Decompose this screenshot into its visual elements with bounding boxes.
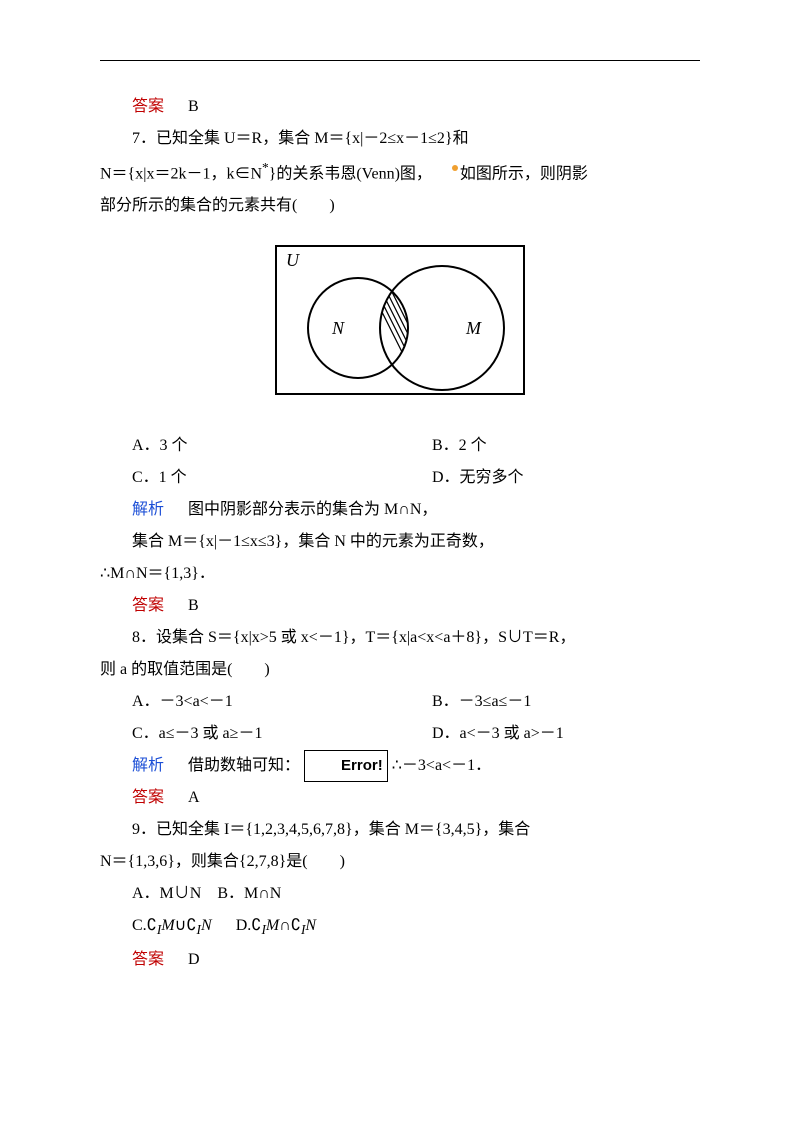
q7-exp3: ∴M∩N＝{1,3}．	[100, 565, 215, 582]
error-icon: Error!	[304, 750, 388, 782]
answer-value: B	[188, 597, 199, 614]
q7-line1: 7．已知全集 U＝R，集合 M＝{x|－2≤x－1≤2}和	[100, 123, 700, 155]
q9-text1: 9．已知全集 I＝{1,2,3,4,5,6,7,8}，集合 M＝{3,4,5}，…	[132, 821, 530, 838]
answer-value: B	[188, 98, 199, 115]
q9-optsCD: C.IM∪IN D.IM∩IN	[100, 910, 700, 944]
answer-value: A	[188, 789, 200, 806]
q8-text2: 则 a 的取值范围是( )	[100, 661, 270, 678]
q7-optC: C．1 个	[100, 462, 400, 494]
q7-text2c: 如图所示，则阴影	[460, 165, 588, 182]
q9-text2: N＝{1,3,6}，则集合{2,7,8}是( )	[100, 853, 345, 870]
q9-line2: N＝{1,3,6}，则集合{2,7,8}是( )	[100, 846, 700, 878]
q7-text1: 7．已知全集 U＝R，集合 M＝{x|－2≤x－1≤2}和	[132, 130, 469, 147]
q7-optA: A．3 个	[100, 430, 400, 462]
q7-exp-line3: ∴M∩N＝{1,3}．	[100, 558, 700, 590]
q8-exp: 解析 借助数轴可知： Error! ∴－3<a<－1．	[100, 750, 700, 782]
venn-N-label: N	[331, 318, 345, 338]
q9-optsAB: A．M∪N B．M∩N	[100, 878, 700, 910]
answer-label: 答案	[132, 951, 164, 968]
complement-icon	[291, 917, 301, 934]
q7-line3: 部分所示的集合的元素共有( )	[100, 190, 700, 222]
q7-nstar: *	[262, 160, 269, 175]
q8-line2: 则 a 的取值范围是( )	[100, 654, 700, 686]
complement-icon	[186, 917, 196, 934]
q7-exp1: 图中阴影部分表示的集合为 M∩N，	[188, 501, 437, 518]
q8-answer: 答案 A	[100, 782, 700, 814]
q8-optC: C．a≤－3 或 a≥－1	[100, 718, 400, 750]
explain-label: 解析	[132, 501, 164, 518]
complement-icon	[147, 917, 157, 934]
q8-optD: D．a<－3 或 a>－1	[400, 718, 700, 750]
top-rule	[100, 60, 700, 61]
q9-answer: 答案 D	[100, 944, 700, 976]
q9-optC-lead: C.	[132, 917, 147, 934]
q7-optB: B．2 个	[400, 430, 700, 462]
venn-M-label: M	[465, 318, 482, 338]
q7-optD: D．无穷多个	[400, 462, 700, 494]
q8-exp-a: 借助数轴可知：	[188, 757, 300, 774]
q7-line2: N＝{x|x＝2k－1，k∈N*}的关系韦恩(Venn)图， 如图所示，则阴影	[100, 155, 700, 190]
q8-exp-b: ∴－3<a<－1．	[392, 757, 491, 774]
q8-optB: B．－3≤a≤－1	[400, 686, 700, 718]
venn-U-label: U	[286, 250, 300, 270]
venn-svg: U	[270, 240, 530, 400]
venn-circle-N	[308, 278, 408, 378]
q8-optA: A．－3<a<－1	[100, 686, 400, 718]
answer-label: 答案	[132, 98, 164, 115]
q7-options: A．3 个 B．2 个 C．1 个 D．无穷多个	[100, 430, 700, 494]
answer-6: 答案 B	[100, 91, 700, 123]
q7-answer: 答案 B	[100, 590, 700, 622]
q7-text2b: }的关系韦恩(Venn)图，	[269, 165, 432, 182]
explain-label: 解析	[132, 757, 164, 774]
q7-exp-line1: 解析 图中阴影部分表示的集合为 M∩N，	[100, 494, 700, 526]
q7-text3: 部分所示的集合的元素共有( )	[100, 197, 335, 214]
answer-label: 答案	[132, 789, 164, 806]
q8-text1: 8．设集合 S＝{x|x>5 或 x<－1}，T＝{x|a<x<a＋8}，S∪T…	[132, 629, 575, 646]
q8-options: A．－3<a<－1 B．－3≤a≤－1 C．a≤－3 或 a≥－1 D．a<－3…	[100, 686, 700, 750]
q7-exp-line2: 集合 M＝{x|－1≤x≤3}，集合 N 中的元素为正奇数，	[100, 526, 700, 558]
q9-optD-lead: D.	[236, 917, 252, 934]
q9-line1: 9．已知全集 I＝{1,2,3,4,5,6,7,8}，集合 M＝{3,4,5}，…	[100, 814, 700, 846]
venn-circle-M	[380, 266, 504, 390]
document-page: 答案 B 7．已知全集 U＝R，集合 M＝{x|－2≤x－1≤2}和 N＝{x|…	[0, 0, 800, 1016]
q7-exp2: 集合 M＝{x|－1≤x≤3}，集合 N 中的元素为正奇数，	[132, 533, 494, 550]
sun-icon	[452, 165, 458, 171]
venn-diagram: U	[100, 240, 700, 412]
q7-text2a: N＝{x|x＝2k－1，k∈N	[100, 165, 262, 182]
q8-line1: 8．设集合 S＝{x|x>5 或 x<－1}，T＝{x|a<x<a＋8}，S∪T…	[100, 622, 700, 654]
answer-label: 答案	[132, 597, 164, 614]
complement-icon	[251, 917, 261, 934]
answer-value: D	[188, 951, 200, 968]
q9-optA-B: A．M∪N B．M∩N	[132, 885, 281, 902]
